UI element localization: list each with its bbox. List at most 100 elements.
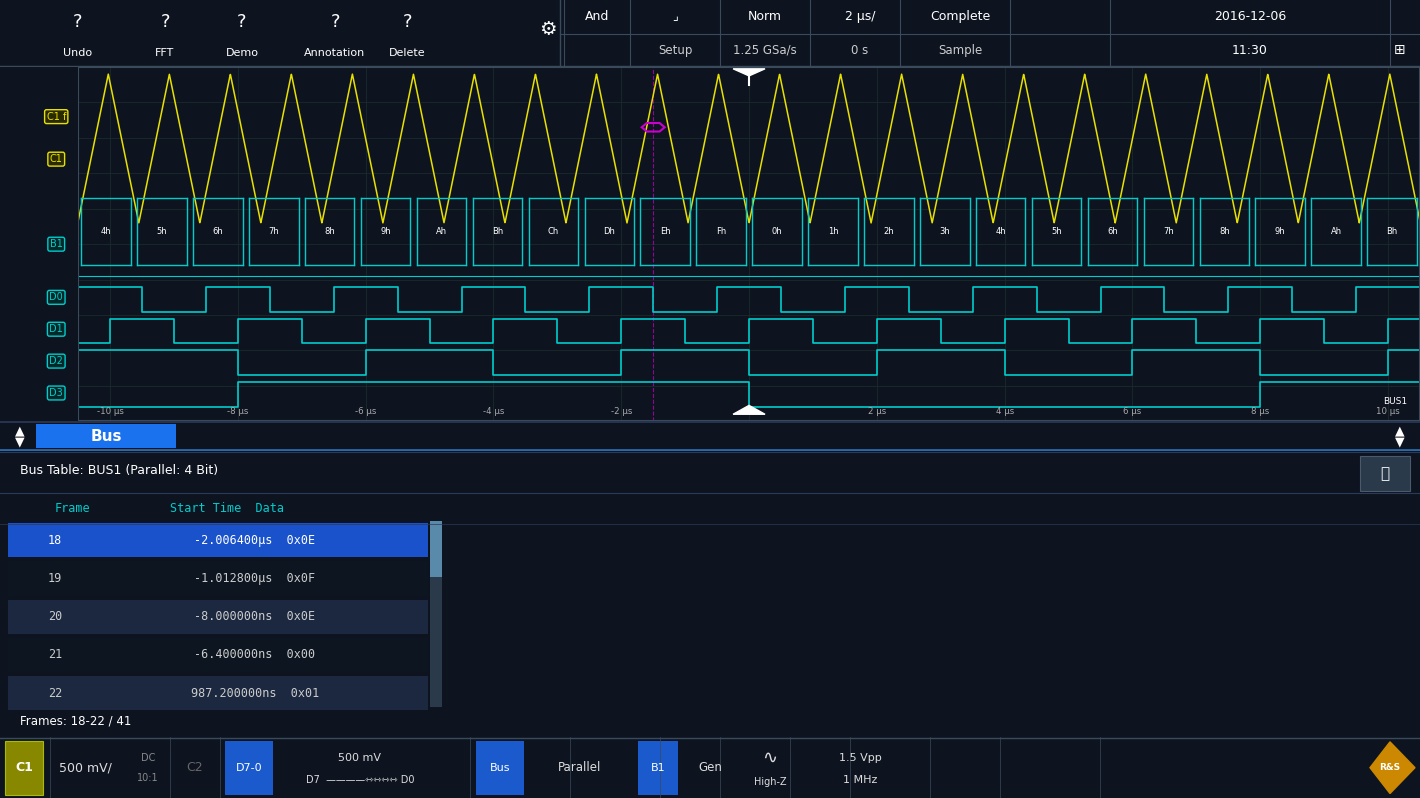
- Text: BUS1: BUS1: [1383, 397, 1407, 406]
- Bar: [638, 741, 677, 795]
- Bar: [36, 425, 176, 448]
- Text: And: And: [585, 10, 609, 23]
- Text: D7-0: D7-0: [236, 763, 263, 772]
- Bar: [1360, 456, 1410, 491]
- Text: Eh: Eh: [660, 227, 670, 236]
- Text: Fh: Fh: [716, 227, 726, 236]
- Text: Frame: Frame: [55, 502, 91, 515]
- Text: D7  ————⇿⇿⇿⇿ D0: D7 ————⇿⇿⇿⇿ D0: [305, 775, 415, 785]
- Text: ?: ?: [237, 13, 247, 30]
- Text: Parallel: Parallel: [558, 761, 602, 774]
- Bar: [9, 562, 427, 595]
- Text: ?: ?: [331, 13, 339, 30]
- Text: 21: 21: [48, 649, 62, 662]
- Text: Undo: Undo: [64, 48, 92, 58]
- Text: 7h: 7h: [1163, 227, 1174, 236]
- Text: 20: 20: [48, 610, 62, 623]
- Text: C1: C1: [16, 761, 33, 774]
- Text: -6 μs: -6 μs: [355, 407, 376, 416]
- Text: 1.5 Vpp: 1.5 Vpp: [839, 753, 882, 763]
- Text: 10 μs: 10 μs: [1376, 407, 1400, 416]
- Text: 10:1: 10:1: [138, 772, 159, 783]
- Text: 2 μs: 2 μs: [868, 407, 886, 416]
- Text: Demo: Demo: [226, 48, 258, 58]
- Text: Ah: Ah: [436, 227, 447, 236]
- Text: 1 MHz: 1 MHz: [843, 775, 878, 785]
- Text: 9h: 9h: [381, 227, 390, 236]
- Text: 💾: 💾: [1380, 467, 1390, 481]
- Text: Norm: Norm: [748, 10, 782, 23]
- Bar: [9, 676, 427, 710]
- Text: Sample: Sample: [937, 44, 983, 57]
- Text: ∿: ∿: [763, 749, 778, 767]
- Text: 1h: 1h: [828, 227, 838, 236]
- Text: DC: DC: [141, 753, 155, 763]
- Text: -1.012800μs  0x0F: -1.012800μs 0x0F: [195, 572, 315, 585]
- Text: C2: C2: [186, 761, 203, 774]
- Text: R&S: R&S: [1379, 763, 1400, 772]
- Polygon shape: [733, 405, 765, 414]
- Bar: [9, 523, 427, 558]
- Text: 0h: 0h: [771, 227, 782, 236]
- Text: Bus: Bus: [490, 763, 510, 772]
- Text: Frames: 18-22 / 41: Frames: 18-22 / 41: [20, 715, 132, 728]
- Text: 0: 0: [747, 407, 751, 416]
- Text: 9h: 9h: [1275, 227, 1285, 236]
- Text: ⚙: ⚙: [540, 20, 557, 39]
- Text: ⊞: ⊞: [1394, 43, 1406, 57]
- Text: Bus Table: BUS1 (Parallel: 4 Bit): Bus Table: BUS1 (Parallel: 4 Bit): [20, 464, 219, 477]
- Text: Ch: Ch: [548, 227, 559, 236]
- Text: 7h: 7h: [268, 227, 280, 236]
- Text: 2h: 2h: [883, 227, 895, 236]
- Text: ?: ?: [160, 13, 170, 30]
- Text: D0: D0: [50, 292, 62, 302]
- Text: 11:30: 11:30: [1233, 44, 1268, 57]
- Polygon shape: [1370, 742, 1414, 793]
- Text: 8 μs: 8 μs: [1251, 407, 1269, 416]
- Text: ▲: ▲: [16, 425, 24, 437]
- Bar: [6, 741, 43, 795]
- Text: 500 mV: 500 mV: [338, 753, 382, 763]
- Text: High-Z: High-Z: [754, 777, 787, 788]
- Text: 4h: 4h: [995, 227, 1005, 236]
- Text: Annotation: Annotation: [304, 48, 365, 58]
- Text: B1: B1: [650, 763, 666, 772]
- Text: ⌟: ⌟: [672, 10, 677, 23]
- Text: Start Time  Data: Start Time Data: [170, 502, 284, 515]
- Text: Ah: Ah: [1331, 227, 1342, 236]
- Text: ▼: ▼: [16, 436, 24, 448]
- Bar: [476, 741, 524, 795]
- Text: 4 μs: 4 μs: [995, 407, 1014, 416]
- Text: D2: D2: [50, 356, 62, 366]
- Text: 5h: 5h: [1051, 227, 1062, 236]
- Bar: [430, 521, 442, 707]
- Text: 8h: 8h: [1218, 227, 1230, 236]
- Text: -8.000000ns  0x0E: -8.000000ns 0x0E: [195, 610, 315, 623]
- Text: 18: 18: [48, 534, 62, 547]
- Text: 987.200000ns  0x01: 987.200000ns 0x01: [190, 686, 320, 700]
- Text: ▼: ▼: [1396, 436, 1404, 448]
- Text: 6h: 6h: [1108, 227, 1118, 236]
- Text: 8h: 8h: [324, 227, 335, 236]
- Text: Dh: Dh: [604, 227, 615, 236]
- Text: D3: D3: [50, 388, 62, 398]
- Text: -4 μs: -4 μs: [483, 407, 504, 416]
- Text: B1: B1: [50, 239, 62, 249]
- Text: -8 μs: -8 μs: [227, 407, 248, 416]
- Text: 19: 19: [48, 572, 62, 585]
- Polygon shape: [733, 69, 765, 76]
- Text: 22: 22: [48, 686, 62, 700]
- Text: 4h: 4h: [101, 227, 111, 236]
- Text: Bh: Bh: [1386, 227, 1397, 236]
- Text: 2016-12-06: 2016-12-06: [1214, 10, 1287, 23]
- Text: Bus: Bus: [91, 429, 122, 444]
- Text: Complete: Complete: [930, 10, 990, 23]
- Text: 3h: 3h: [940, 227, 950, 236]
- Text: 0 s: 0 s: [852, 44, 869, 57]
- Text: 6 μs: 6 μs: [1123, 407, 1142, 416]
- Text: C1 f: C1 f: [47, 112, 65, 121]
- Text: ?: ?: [74, 13, 82, 30]
- Text: Bh: Bh: [491, 227, 503, 236]
- Text: -2.006400μs  0x0E: -2.006400μs 0x0E: [195, 534, 315, 547]
- Text: -10 μs: -10 μs: [97, 407, 124, 416]
